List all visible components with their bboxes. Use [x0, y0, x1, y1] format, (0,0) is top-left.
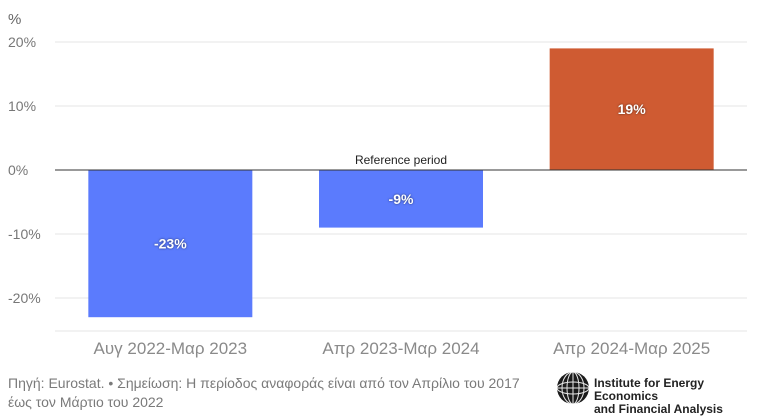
y-tick-label: -20%: [8, 290, 41, 306]
data-label: -9%: [389, 191, 414, 207]
bar-chart: % 20% 10% 0% -10% -20% -23% Αυγ 2022-Μαρ 2023 -9…: [8, 11, 747, 358]
y-tick-label: 10%: [8, 98, 36, 114]
ieefa-logo: Institute for Energy Economics and Finan…: [556, 371, 756, 416]
reference-annotation: Reference period: [355, 153, 447, 167]
logo-line-2: and Financial Analysis: [594, 402, 723, 416]
globe-icon: [556, 371, 590, 405]
data-label: 19%: [618, 101, 647, 117]
data-label: -23%: [154, 236, 187, 252]
y-tick-label: 20%: [8, 34, 36, 50]
bar: [88, 170, 253, 318]
y-tick-label: -10%: [8, 226, 41, 242]
x-tick-label: Απρ 2023-Μαρ 2024: [322, 339, 479, 358]
y-unit-label: %: [8, 11, 21, 28]
x-tick-label: Αυγ 2022-Μαρ 2023: [94, 339, 248, 358]
bar: [549, 48, 714, 170]
bar: [319, 170, 483, 228]
y-tick-label: 0%: [8, 162, 28, 178]
x-tick-label: Απρ 2024-Μαρ 2025: [553, 339, 710, 358]
source-note: Πηγή: Eurostat. • Σημείωση: Η περίοδος α…: [8, 375, 520, 410]
logo-line-1: Institute for Energy Economics: [594, 376, 705, 403]
